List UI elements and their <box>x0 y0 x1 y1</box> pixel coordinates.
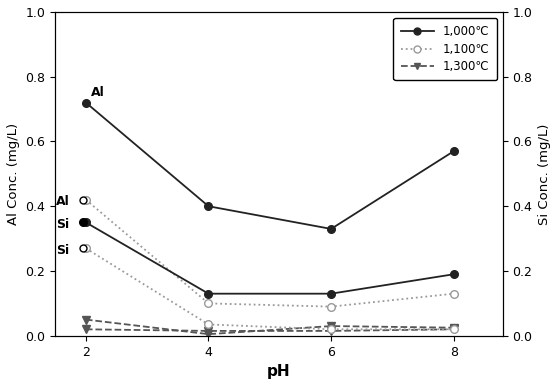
Text: Al: Al <box>56 195 69 208</box>
Legend: 1,000℃, 1,100℃, 1,300℃: 1,000℃, 1,100℃, 1,300℃ <box>393 18 497 80</box>
Y-axis label: Al Conc. (mg/L): Al Conc. (mg/L) <box>7 123 20 225</box>
Text: Al: Al <box>91 86 104 99</box>
Text: Si: Si <box>56 218 69 230</box>
X-axis label: pH: pH <box>267 364 291 379</box>
Y-axis label: Si Conc. (mg/L): Si Conc. (mg/L) <box>538 123 551 225</box>
Text: Si: Si <box>56 244 69 257</box>
